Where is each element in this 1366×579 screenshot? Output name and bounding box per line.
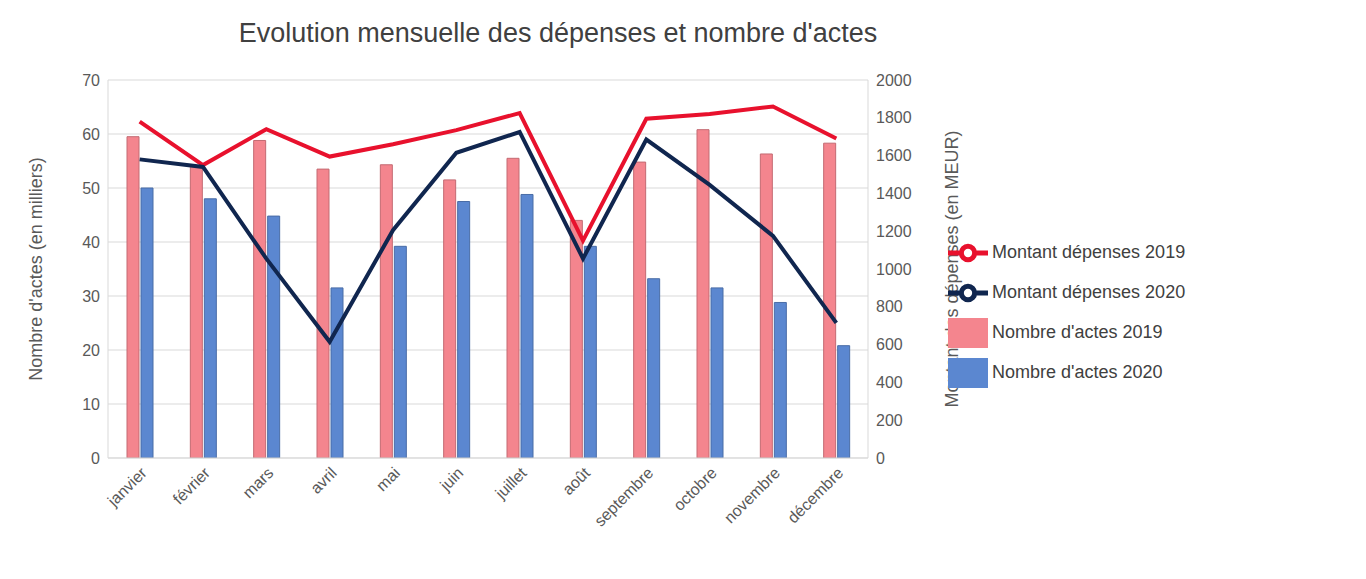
html-text:Montant dépenses 2020: Montant dépenses 2020 xyxy=(992,281,1186,302)
svg-text:2000: 2000 xyxy=(876,72,912,89)
svg-text:juin: juin xyxy=(436,464,466,494)
svg-text:1600: 1600 xyxy=(876,147,912,164)
svg-text:octobre: octobre xyxy=(670,464,720,514)
svg-text:janvier: janvier xyxy=(104,464,151,511)
svg-text:décembre: décembre xyxy=(784,464,846,526)
svg-text:10: 10 xyxy=(82,396,100,413)
svg-text:septembre: septembre xyxy=(591,464,657,530)
svg-text:200: 200 xyxy=(876,412,903,429)
svg-text:février: février xyxy=(170,464,214,508)
svg-text:30: 30 xyxy=(82,288,100,305)
svg-text:40: 40 xyxy=(82,234,100,251)
svg-text:60: 60 xyxy=(82,126,100,143)
svg-text:juillet: juillet xyxy=(491,464,530,503)
svg-text:Nombre d'actes (en milliers): Nombre d'actes (en milliers) xyxy=(26,157,46,381)
svg-text:novembre: novembre xyxy=(721,464,783,526)
svg-text:400: 400 xyxy=(876,374,903,391)
svg-text:1400: 1400 xyxy=(876,185,912,202)
svg-text:1200: 1200 xyxy=(876,223,912,240)
svg-text:600: 600 xyxy=(876,336,903,353)
svg-text:Montant des dépenses (en MEUR): Montant des dépenses (en MEUR) xyxy=(942,130,962,407)
svg-text:mars: mars xyxy=(239,464,276,501)
svg-text:mai: mai xyxy=(373,464,403,494)
html-text:Evolution mensuelle des dépens: Evolution mensuelle des dépenses et nomb… xyxy=(238,18,878,48)
svg-text:août: août xyxy=(559,464,593,498)
svg-text:0: 0 xyxy=(91,450,100,467)
html-text:Montant dépenses 2019: Montant dépenses 2019 xyxy=(992,241,1186,262)
svg-text:0: 0 xyxy=(876,450,885,467)
svg-text:1000: 1000 xyxy=(876,261,912,278)
svg-text:20: 20 xyxy=(82,342,100,359)
svg-text:70: 70 xyxy=(82,72,100,89)
svg-text:1800: 1800 xyxy=(876,109,912,126)
svg-text:50: 50 xyxy=(82,180,100,197)
svg-text:avril: avril xyxy=(307,464,340,497)
svg-text:800: 800 xyxy=(876,298,903,315)
html-text:Nombre d'actes 2019: Nombre d'actes 2019 xyxy=(992,321,1163,342)
html-text:Nombre d'actes 2020: Nombre d'actes 2020 xyxy=(992,361,1163,382)
